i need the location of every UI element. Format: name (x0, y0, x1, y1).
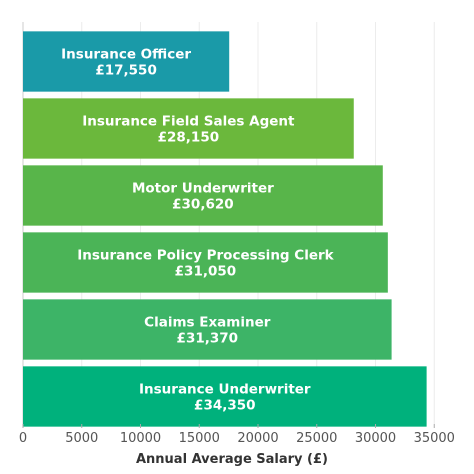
x-tick-label: 15000 (179, 431, 220, 446)
bar (23, 299, 392, 360)
bar-category-label: Insurance Officer (61, 47, 191, 63)
bar-category-label: Claims Examiner (144, 315, 271, 331)
x-tick-label: 20000 (237, 431, 278, 446)
bar-category-label: Insurance Field Sales Agent (82, 114, 295, 130)
bar (23, 31, 230, 92)
x-tick-label: 35000 (414, 431, 455, 446)
bar (23, 232, 388, 293)
bar-value-label: £17,550 (95, 63, 157, 79)
bar-value-label: £31,370 (177, 331, 239, 347)
bar (23, 366, 427, 427)
bar-value-label: £30,620 (172, 197, 234, 213)
bar-value-label: £34,350 (194, 398, 256, 414)
bar-category-label: Motor Underwriter (132, 181, 274, 197)
x-tick-label: 25000 (296, 431, 337, 446)
x-tick-label: 10000 (120, 431, 161, 446)
x-axis-title: Annual Average Salary (£) (136, 452, 328, 467)
x-tick-label: 5000 (65, 431, 98, 446)
x-tick-label: 0 (19, 431, 27, 446)
x-tick-label: 30000 (355, 431, 396, 446)
bar-category-label: Insurance Underwriter (139, 382, 311, 398)
bars: Insurance Officer£17,550 Insurance Field … (23, 31, 427, 427)
bar-value-label: £31,050 (175, 264, 237, 280)
bar-value-label: £28,150 (158, 130, 220, 146)
bar-category-label: Insurance Policy Processing Clerk (77, 248, 334, 264)
x-axis-ticks: 0 5000 10000 15000 20000 25000 30000 35000 (19, 424, 455, 446)
bar (23, 98, 354, 159)
bar (23, 165, 383, 226)
